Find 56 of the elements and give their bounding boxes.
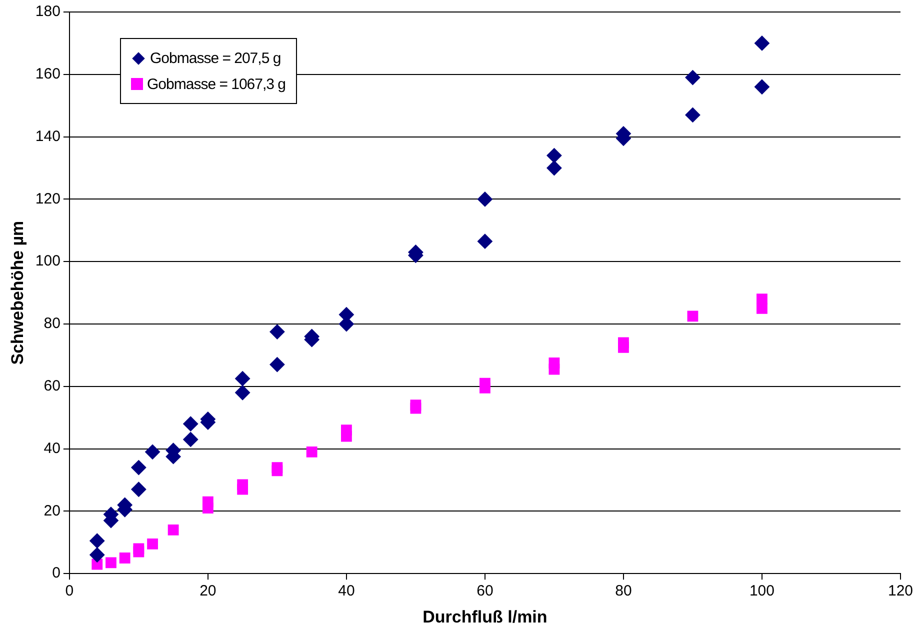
point [685, 107, 700, 122]
point [270, 324, 285, 340]
point [235, 371, 250, 386]
point [754, 36, 770, 51]
y-axis-title: Schwebehöhe µm [8, 220, 27, 365]
y-tick-label: 40 [44, 440, 60, 457]
y-tick-label: 20 [44, 502, 60, 520]
point [546, 148, 562, 164]
point [546, 160, 562, 176]
y-tick-label: 0 [52, 564, 60, 582]
point [685, 70, 700, 86]
point [145, 444, 160, 460]
point [410, 400, 422, 411]
point [687, 310, 698, 322]
x-tick-label: 60 [476, 582, 494, 600]
y-tick-label: 180 [35, 3, 60, 20]
point [477, 234, 492, 249]
y-tick-label: 120 [35, 190, 60, 208]
point [756, 294, 768, 304]
x-tick-label: 20 [200, 582, 216, 600]
point [202, 496, 214, 508]
point [147, 538, 158, 550]
x-tick-label: 120 [888, 582, 913, 600]
point [183, 432, 198, 447]
point [183, 416, 198, 432]
point [106, 557, 116, 568]
legend-label: Gobmasse = 207,5 g [150, 50, 281, 66]
point [272, 462, 283, 473]
point [340, 424, 352, 436]
y-tick-label: 100 [35, 252, 60, 270]
point [131, 482, 146, 497]
point [477, 192, 492, 207]
point [548, 358, 560, 368]
point [270, 357, 285, 372]
point [618, 337, 629, 348]
point [90, 533, 105, 548]
x-tick-label: 40 [338, 582, 355, 600]
point [90, 547, 105, 562]
point [119, 552, 130, 564]
point [133, 543, 144, 554]
point [168, 524, 179, 536]
y-tick-label: 160 [35, 66, 60, 83]
legend-label: Gobmasse = 1067,3 g [147, 76, 286, 92]
x-tick-label: 100 [749, 582, 774, 600]
point [237, 479, 248, 490]
y-tick-label: 140 [35, 128, 60, 145]
x-tick-label: 80 [615, 582, 632, 600]
x-tick-label: 0 [65, 582, 74, 600]
x-axis-title: Durchfluß l/min [422, 607, 548, 626]
y-tick-label: 60 [44, 378, 60, 395]
y-tick-label: 80 [44, 315, 60, 332]
point [754, 79, 770, 94]
point [306, 446, 318, 458]
point [235, 385, 250, 400]
point [480, 378, 490, 389]
point [131, 460, 146, 476]
